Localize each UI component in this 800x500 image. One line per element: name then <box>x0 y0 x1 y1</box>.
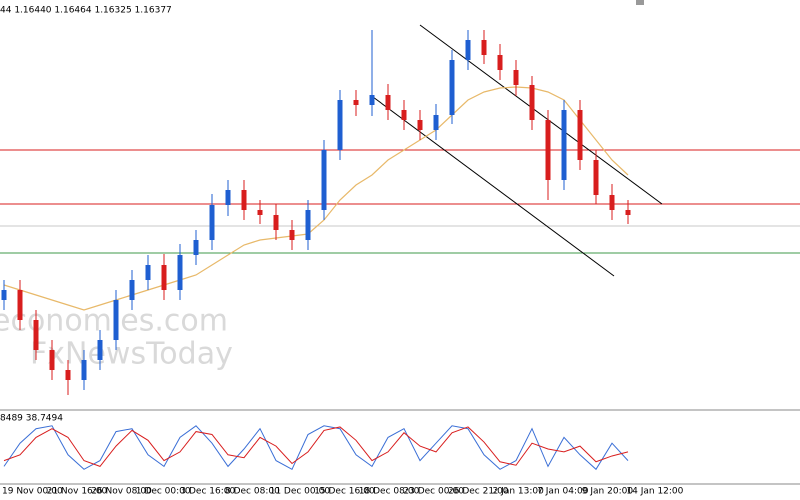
x-tick-label: 7 Jan 04:00 <box>537 487 589 497</box>
candle-body <box>337 100 343 150</box>
candle-body <box>49 350 55 370</box>
candle-body <box>305 210 311 240</box>
candle-body <box>17 290 23 320</box>
x-tick-label: 1 Dec 00:00 <box>136 487 191 497</box>
candle-body <box>257 210 263 215</box>
marker <box>636 0 644 5</box>
candle-body <box>209 205 215 240</box>
candle-body <box>497 55 503 70</box>
candle-body <box>145 265 151 280</box>
candle-body <box>193 240 199 255</box>
candle-body <box>161 265 167 290</box>
oscillator-line <box>3 425 629 471</box>
x-tick-label: 15 Dec 16:00 <box>314 487 375 497</box>
candle-body <box>113 300 119 340</box>
x-tick-label: 8 Dec 08:00 <box>225 487 280 497</box>
x-tick-label: 14 Jan 12:00 <box>626 487 683 497</box>
candle-body <box>353 100 359 105</box>
x-tick-label: 26 Nov 08:00 <box>91 487 152 497</box>
candle-body <box>417 120 423 130</box>
candle-body <box>449 60 455 115</box>
oscillator-header: 8489 38.7494 <box>0 414 63 424</box>
x-tick-label: 18 Dec 08:00 <box>359 487 420 497</box>
candle-body <box>225 190 231 205</box>
candle-body <box>65 370 71 380</box>
candle-body <box>609 195 615 210</box>
x-tick-label: 19 Nov 00:00 <box>2 487 63 497</box>
x-tick-label: 9 Jan 20:00 <box>582 487 634 497</box>
candle-body <box>529 85 535 120</box>
candle-body <box>593 160 599 195</box>
candle-body <box>177 255 183 290</box>
candle-body <box>577 110 583 160</box>
candle-body <box>481 40 487 55</box>
watermark: FxNewsToday <box>30 337 233 372</box>
candle-body <box>129 280 135 300</box>
candle-body <box>561 110 567 180</box>
candle-body <box>401 110 407 120</box>
x-tick-label: 2 Jan 13:00 <box>493 487 545 497</box>
candle-body <box>81 360 87 380</box>
candle-body <box>369 95 375 105</box>
x-tick-label: 3 Dec 16:00 <box>180 487 235 497</box>
candle-body <box>241 190 247 210</box>
channel-line <box>372 96 615 277</box>
moving-average <box>3 86 629 311</box>
oscillator-line <box>3 426 629 467</box>
x-tick-label: 23 Dec 00:00 <box>403 487 464 497</box>
candle-body <box>545 120 551 180</box>
candle-body <box>513 70 519 85</box>
x-tick-label: 26 Dec 21:00 <box>448 487 509 497</box>
x-tick-label: 11 Dec 00:00 <box>270 487 331 497</box>
candle-body <box>321 150 327 210</box>
candle-body <box>1 290 7 300</box>
candle-body <box>433 115 439 130</box>
candle-body <box>625 210 631 215</box>
candle-body <box>97 340 103 360</box>
header: 44 1.16440 1.16464 1.16325 1.16377 <box>0 6 172 16</box>
candle-body <box>385 95 391 110</box>
candle-body <box>33 320 39 350</box>
channel-line <box>419 24 663 205</box>
x-tick-label: 21 Nov 16:00 <box>47 487 108 497</box>
candle-body <box>273 215 279 230</box>
candle-body <box>465 40 471 60</box>
candle-body <box>289 230 295 240</box>
